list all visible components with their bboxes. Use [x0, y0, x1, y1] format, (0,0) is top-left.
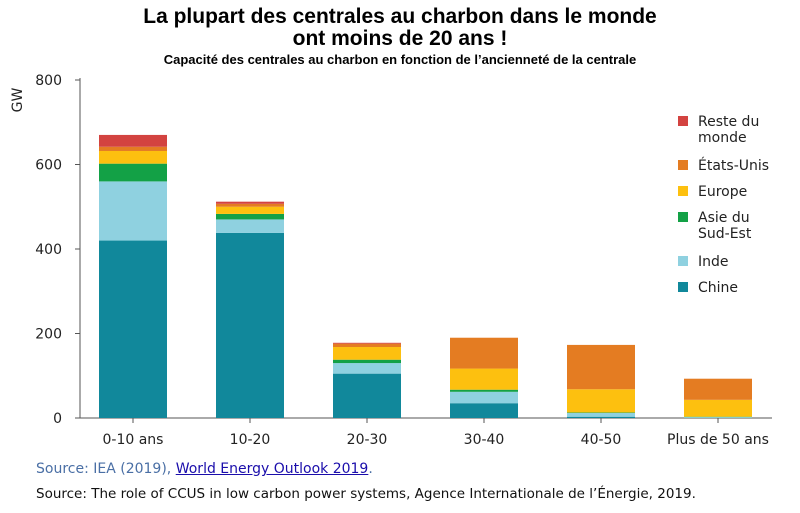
bar-segment-reste-du-monde [99, 134, 167, 147]
bar-segment-chine [450, 403, 518, 418]
legend-swatch [678, 212, 688, 222]
bar-segment-inde [567, 412, 635, 417]
bar-segment-chine [216, 232, 284, 418]
legend-swatch [678, 186, 688, 196]
bar-segment-chine [333, 373, 401, 418]
legend-label: Chine [698, 280, 738, 296]
bar-segment-europe [684, 399, 752, 417]
y-tick-label: 200 [35, 327, 62, 343]
bar-segment-inde [333, 363, 401, 374]
bar-segment-asie-du-sud-est [216, 213, 284, 220]
x-tick-label: 40-50 [581, 432, 622, 448]
x-tick-label: 0-10 ans [103, 432, 164, 448]
bar-segment-asie-du-sud-est [333, 359, 401, 364]
source-line-2: Source: The role of CCUS in low carbon p… [36, 486, 696, 502]
y-tick-label: 800 [35, 73, 62, 89]
bar-segment--tats-unis [333, 343, 401, 348]
legend-label: Inde [698, 254, 729, 270]
legend-swatch [678, 282, 688, 292]
bar-segment-chine [567, 416, 635, 418]
legend-swatch [678, 256, 688, 266]
legend-label: États-Unis [698, 157, 769, 174]
legend-label: monde [698, 130, 747, 146]
source-prefix: Source: IEA (2019), [36, 461, 176, 477]
y-axis-label: GW [10, 88, 26, 113]
bar-segment-inde [99, 181, 167, 241]
bar-segment-europe [333, 347, 401, 360]
y-tick-label: 400 [35, 242, 62, 258]
x-tick-label: 30-40 [464, 432, 505, 448]
legend-label: Reste du [698, 114, 759, 130]
source-suffix: . [368, 461, 373, 477]
bar-segment-reste-du-monde [333, 342, 401, 344]
x-tick-label: 10-20 [230, 432, 271, 448]
chart-title-line2: ont moins de 20 ans ! [292, 27, 508, 50]
bar-segment-europe [450, 368, 518, 390]
y-tick-label: 600 [35, 158, 62, 174]
x-tick-label: 20-30 [347, 432, 388, 448]
legend-label: Asie du [698, 210, 750, 226]
bar-segment--tats-unis [567, 344, 635, 390]
bar-segment-europe [99, 150, 167, 164]
bar-segment--tats-unis [99, 146, 167, 151]
chart-title-line1: La plupart des centrales au charbon dans… [143, 5, 657, 28]
bar-segment-inde [684, 417, 752, 418]
legend-label: Sud-Est [698, 226, 752, 242]
x-tick-label: Plus de 50 ans [667, 432, 769, 448]
chart-subtitle: Capacité des centrales au charbon en fon… [163, 52, 637, 67]
bar-segment-europe [567, 389, 635, 413]
bar-segment-chine [99, 240, 167, 418]
legend-label: Europe [698, 184, 747, 200]
bar-segment-asie-du-sud-est [99, 163, 167, 182]
stacked-bar-chart: GW 0 200 400 600 800 0-10 ans 10-20 20-30 30-40 40… [10, 73, 772, 448]
bar-segment-inde [216, 219, 284, 233]
bar-segment-reste-du-monde [216, 201, 284, 204]
y-tick-label: 0 [53, 411, 62, 427]
legend-swatch [678, 116, 688, 126]
bar-segment--tats-unis [216, 203, 284, 207]
bar-segment--tats-unis [450, 337, 518, 369]
source-link[interactable]: World Energy Outlook 2019 [175, 461, 369, 477]
legend-swatch [678, 160, 688, 170]
bar-segment-asie-du-sud-est [450, 389, 518, 392]
bar-segment-europe [216, 206, 284, 214]
bar-segment--tats-unis [684, 378, 752, 400]
source-line-1: Source: IEA (2019), World Energy Outlook… [36, 461, 373, 477]
bar-segment-inde [450, 391, 518, 404]
